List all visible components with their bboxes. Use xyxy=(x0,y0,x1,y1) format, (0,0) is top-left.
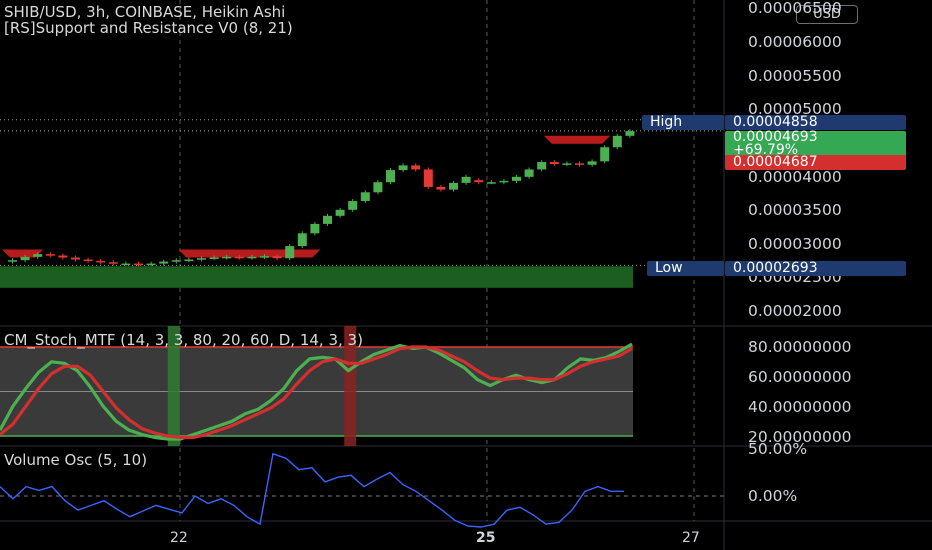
stoch-d-line xyxy=(0,345,633,440)
candle xyxy=(297,233,307,247)
volume-axis-label: 50.00% xyxy=(748,440,808,458)
candle xyxy=(222,256,232,259)
candle xyxy=(474,180,484,183)
volume-legend: Volume Osc (5, 10) xyxy=(4,451,148,469)
candle xyxy=(8,260,17,262)
candle xyxy=(575,163,584,165)
candle xyxy=(83,259,93,262)
candle xyxy=(398,165,408,171)
indicator-legend: [RS]Support and Resistance V0 (8, 21) xyxy=(4,19,293,37)
candle xyxy=(310,223,320,234)
stoch-axis-label: 20.00000000 xyxy=(748,428,852,446)
candle xyxy=(285,246,295,259)
support-zone xyxy=(0,266,633,288)
price-pane[interactable] xyxy=(0,119,724,288)
candle xyxy=(121,263,131,266)
high-value-tag: 0.00004858 xyxy=(725,115,906,130)
high-label-tag: High xyxy=(642,115,724,130)
candle xyxy=(512,176,521,181)
candle xyxy=(335,209,345,216)
candle xyxy=(600,147,610,162)
high-value: 0.00004858 xyxy=(733,114,818,130)
price-axis-label: 0.00004000 xyxy=(748,167,842,186)
candle xyxy=(549,162,559,165)
candle xyxy=(159,261,169,264)
candle xyxy=(71,257,80,260)
currency-button[interactable]: USD xyxy=(796,5,858,24)
date-label: 22 xyxy=(170,530,188,546)
candle xyxy=(625,131,635,136)
open-price-tag: 0.00004687 xyxy=(725,155,906,170)
candle xyxy=(436,186,446,190)
price-axis-label: 0.00002000 xyxy=(748,302,842,320)
candle xyxy=(146,263,156,266)
candle xyxy=(386,170,395,183)
low-label: Low xyxy=(655,260,683,276)
stoch-signal-bar xyxy=(167,326,180,446)
stoch-legend: CM_Stoch_MTF (14, 3, 3, 80, 20, 60, D, 1… xyxy=(4,331,363,349)
price-axis-label: 0.00003000 xyxy=(748,234,842,253)
candle xyxy=(20,256,30,261)
candle xyxy=(96,260,106,263)
resistance-zone xyxy=(2,249,44,258)
candle xyxy=(423,169,433,187)
candle xyxy=(108,262,118,264)
volume-osc-line xyxy=(0,452,624,528)
candle xyxy=(449,182,458,190)
candle xyxy=(260,256,269,258)
open-price-value: 0.00004687 xyxy=(733,154,818,170)
price-axis-label: 0.00003500 xyxy=(748,201,842,220)
candle xyxy=(171,260,181,262)
candle xyxy=(499,180,509,183)
price-axis-label: 0.00005500 xyxy=(748,66,842,85)
candle xyxy=(33,254,43,257)
resistance-zone xyxy=(543,135,611,144)
candle xyxy=(360,192,370,202)
stoch-axis-label: 40.00000000 xyxy=(748,398,852,416)
candle xyxy=(461,176,471,183)
candle xyxy=(562,163,572,165)
candle xyxy=(524,169,534,177)
candle xyxy=(486,182,496,184)
last-price-tag: 0.00004693 +69.79% xyxy=(725,129,906,158)
stoch-signal-bar xyxy=(344,326,357,446)
stoch-axis-label: 60.00000000 xyxy=(748,368,852,386)
volume-pane[interactable] xyxy=(0,452,724,528)
volume-axis-label: 0.00% xyxy=(748,487,798,505)
last-price-value: 0.00004693 xyxy=(733,129,818,145)
last-price-change: +69.79% xyxy=(733,142,799,158)
candle xyxy=(411,165,421,170)
price-axis-label: 0.00005000 xyxy=(748,100,842,119)
candle xyxy=(209,257,219,260)
resistance-zone xyxy=(178,249,321,258)
candle xyxy=(348,201,358,210)
candle xyxy=(537,162,547,170)
candle xyxy=(234,256,244,259)
price-axis-label: 0.00006000 xyxy=(748,33,842,51)
candle xyxy=(134,263,143,266)
date-label: 27 xyxy=(682,530,700,546)
candle xyxy=(373,182,383,193)
low-value: 0.00002693 xyxy=(733,260,818,276)
stoch-axis-label: 80.00000000 xyxy=(748,338,852,356)
candle xyxy=(612,135,622,148)
candle xyxy=(587,161,597,165)
candle xyxy=(323,215,332,224)
low-value-tag: 0.00002693 xyxy=(725,261,906,276)
candle xyxy=(272,256,282,259)
high-label: High xyxy=(650,114,683,130)
price-axis-label: 0.00006500 xyxy=(748,0,842,18)
candle xyxy=(247,256,257,259)
candle xyxy=(184,259,194,262)
candle xyxy=(58,255,68,258)
stoch-pane[interactable] xyxy=(0,326,633,446)
chart-title: SHIB/USD, 3h, COINBASE, Heikin Ashi xyxy=(4,3,286,21)
low-label-tag: Low xyxy=(647,261,724,276)
date-label: 25 xyxy=(476,530,496,546)
candle xyxy=(45,254,55,256)
candle xyxy=(197,258,206,260)
